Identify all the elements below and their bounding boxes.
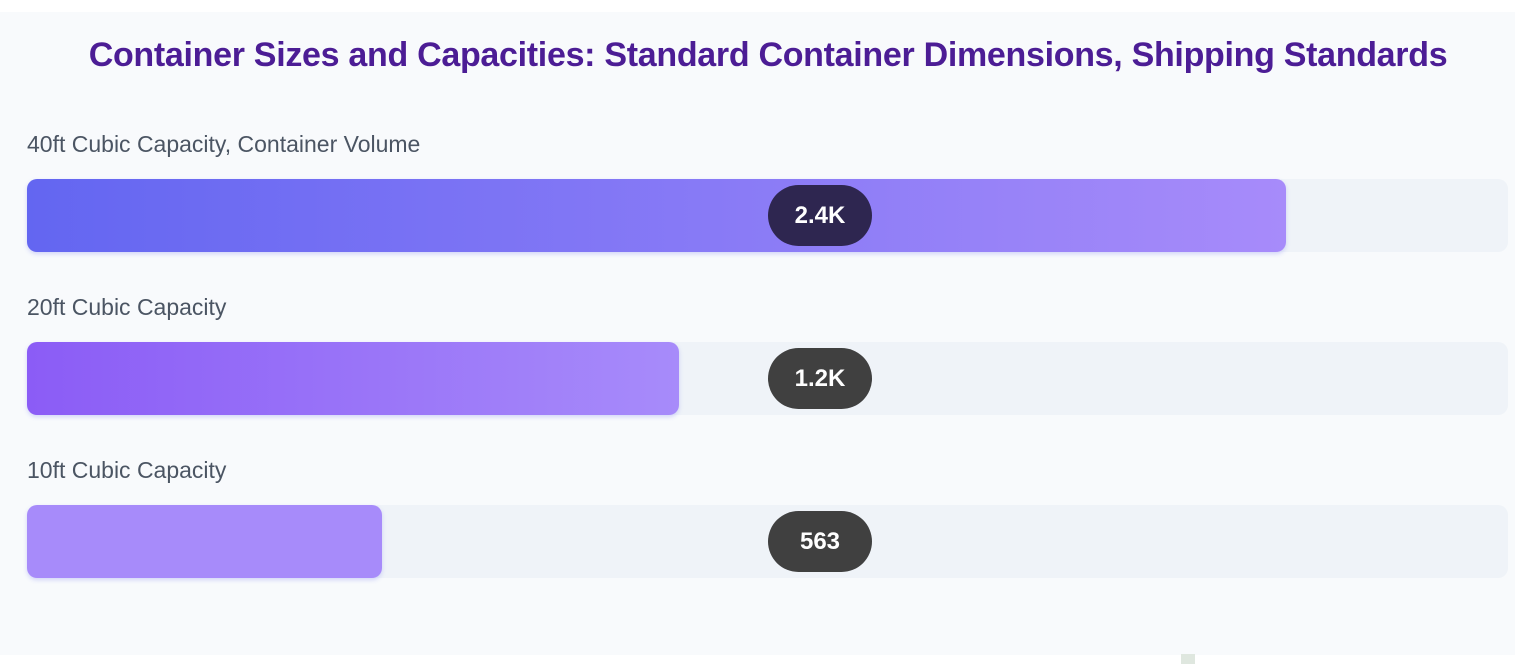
bar — [27, 505, 383, 578]
value-label: 2.4K — [768, 185, 872, 246]
value-label: 1.2K — [768, 348, 872, 409]
decorative-mark — [1181, 654, 1195, 664]
bar — [27, 342, 679, 415]
bar-track: 563 — [27, 505, 1508, 578]
bar-track: 1.2K — [27, 342, 1508, 415]
category-label: 20ft Cubic Capacity — [27, 294, 227, 320]
value-label: 563 — [768, 511, 872, 572]
bar-track: 2.4K — [27, 179, 1508, 252]
bar — [27, 179, 1286, 252]
category-label: 40ft Cubic Capacity, Container Volume — [27, 131, 421, 157]
chart-title: Container Sizes and Capacities: Standard… — [88, 36, 1448, 74]
category-label: 10ft Cubic Capacity — [27, 457, 227, 483]
